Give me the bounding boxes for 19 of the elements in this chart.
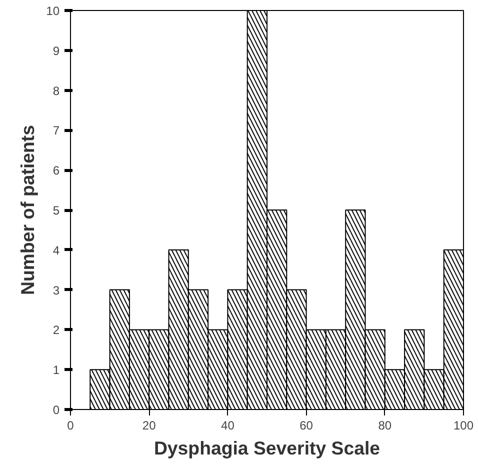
y-tick-label: 4 <box>52 243 60 258</box>
y-tick-label: 1 <box>52 363 60 378</box>
y-tick-label: 6 <box>52 164 60 178</box>
x-tick-label: 20 <box>142 418 156 432</box>
y-tick-label: 0 <box>52 403 60 417</box>
y-tick-label: 2 <box>52 323 60 338</box>
y-axis-title: Number of patients <box>17 124 38 295</box>
x-tick-label: 0 <box>67 418 74 432</box>
y-tick-label: 3 <box>52 283 60 298</box>
x-tick-label: 80 <box>378 418 392 432</box>
y-tick-label: 9 <box>52 44 60 58</box>
y-tick-label: 10 <box>46 4 60 18</box>
y-tick-label: 7 <box>52 124 60 138</box>
y-tick-label: 5 <box>52 204 60 218</box>
x-tick-label: 100 <box>453 418 474 432</box>
x-tick-label: 40 <box>221 418 235 432</box>
x-tick-label: 60 <box>300 418 314 432</box>
x-axis-title: Dysphagia Severity Scale <box>154 438 380 458</box>
y-tick-label: 8 <box>52 84 60 98</box>
